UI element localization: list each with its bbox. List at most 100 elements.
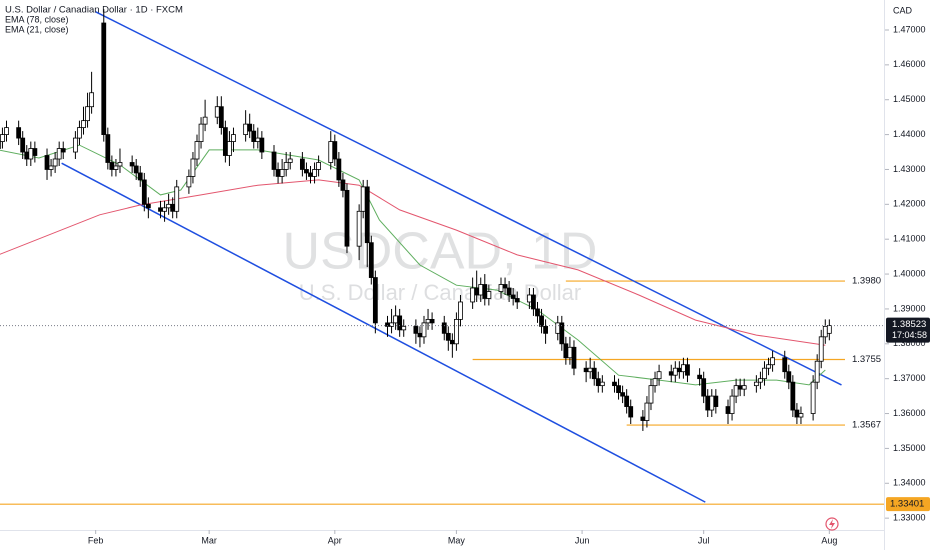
candle-body xyxy=(106,135,110,163)
candle-body xyxy=(698,375,702,378)
candle-body xyxy=(787,372,791,382)
candle-body xyxy=(308,173,312,176)
candle-body xyxy=(227,142,231,156)
candle-body xyxy=(244,124,248,134)
candle-body xyxy=(629,407,633,417)
candle-body xyxy=(187,176,191,186)
level-price-label: 1.33401 xyxy=(890,499,924,510)
level-label: 1.3567 xyxy=(852,420,881,431)
candle-body xyxy=(138,173,142,180)
candle-body xyxy=(617,386,621,393)
y-tick-label: 1.46000 xyxy=(893,59,926,69)
candle-body xyxy=(365,187,369,243)
candle-body xyxy=(771,358,775,365)
y-tick-label: 1.33000 xyxy=(893,513,926,523)
candle-body xyxy=(795,410,799,417)
candle-body xyxy=(791,382,795,410)
candle-body xyxy=(531,295,535,309)
candle-body xyxy=(458,302,462,319)
candle-body xyxy=(422,323,426,337)
candle-body xyxy=(823,326,827,336)
candle-body xyxy=(73,138,77,152)
last-price-label: 1.38523 xyxy=(892,319,926,330)
candle-body xyxy=(317,162,321,169)
candle-body xyxy=(219,107,223,128)
candle-body xyxy=(564,344,568,358)
candle-body xyxy=(175,187,179,211)
candle-body xyxy=(673,368,677,375)
indicator-label: EMA (21, close) xyxy=(5,24,69,34)
candle-body xyxy=(430,319,434,322)
x-tick-label: May xyxy=(448,535,466,545)
candle-body xyxy=(669,372,673,375)
candle-body xyxy=(685,365,689,375)
candle-body xyxy=(223,128,227,156)
candle-body xyxy=(256,138,260,141)
candle-body xyxy=(304,169,308,172)
candle-body xyxy=(341,180,345,190)
candle-body xyxy=(231,135,235,142)
candle-body xyxy=(203,117,207,124)
candle-body xyxy=(134,166,138,173)
currency-label: CAD xyxy=(893,5,913,15)
candle-body xyxy=(815,361,819,382)
candle-body xyxy=(507,288,511,295)
candle-body xyxy=(49,166,53,169)
y-tick-label: 1.45000 xyxy=(893,94,926,104)
y-tick-label: 1.42000 xyxy=(893,199,926,209)
candle-body xyxy=(758,379,762,382)
y-tick-label: 1.37000 xyxy=(893,373,926,383)
candle-body xyxy=(714,396,718,406)
candle-body xyxy=(369,243,373,278)
candle-body xyxy=(726,407,730,414)
candle-body xyxy=(57,149,61,159)
candle-body xyxy=(114,166,118,169)
candle-body xyxy=(811,382,815,413)
y-tick-label: 1.40000 xyxy=(893,268,926,278)
candle-body xyxy=(90,93,94,107)
candle-body xyxy=(471,288,475,302)
candle-body xyxy=(592,368,596,378)
y-tick-label: 1.39000 xyxy=(893,303,926,313)
x-tick-label: Apr xyxy=(328,535,342,545)
candle-body xyxy=(402,326,406,329)
x-tick-label: Jun xyxy=(575,535,590,545)
candle-body xyxy=(483,285,487,299)
candle-body xyxy=(613,382,617,385)
candle-body xyxy=(572,347,576,368)
x-tick-label: Feb xyxy=(88,535,104,545)
candle-body xyxy=(762,368,766,378)
candle-body xyxy=(499,285,503,292)
candle-body xyxy=(568,347,572,357)
candle-body xyxy=(195,142,199,159)
candle-body xyxy=(677,368,681,371)
candle-body xyxy=(313,169,317,176)
candle-body xyxy=(641,417,645,420)
candle-body xyxy=(742,386,746,389)
watermark-symbol: USDCAD, 1D xyxy=(283,223,598,281)
candle-body xyxy=(418,333,422,336)
candle-body xyxy=(77,128,81,138)
candle-body xyxy=(345,190,349,246)
candle-body xyxy=(199,124,203,141)
candle-body xyxy=(86,107,90,121)
candle-body xyxy=(653,379,657,386)
candle-body xyxy=(82,121,86,128)
candle-body xyxy=(373,278,377,323)
candle-body xyxy=(17,128,21,138)
candle-body xyxy=(535,309,539,316)
candle-body xyxy=(357,211,361,246)
candle-body xyxy=(333,142,337,159)
candle-body xyxy=(446,333,450,340)
candle-body xyxy=(544,326,548,333)
candle-body xyxy=(442,323,446,333)
candle-body xyxy=(61,149,65,152)
candle-body xyxy=(284,162,288,169)
candle-body xyxy=(475,288,479,295)
candle-body xyxy=(361,187,365,211)
watermark-description: U.S. Dollar / Canadian Dollar xyxy=(299,280,581,305)
y-tick-label: 1.41000 xyxy=(893,234,926,244)
y-tick-label: 1.36000 xyxy=(893,408,926,418)
y-tick-label: 1.44000 xyxy=(893,129,926,139)
candle-body xyxy=(118,162,122,165)
